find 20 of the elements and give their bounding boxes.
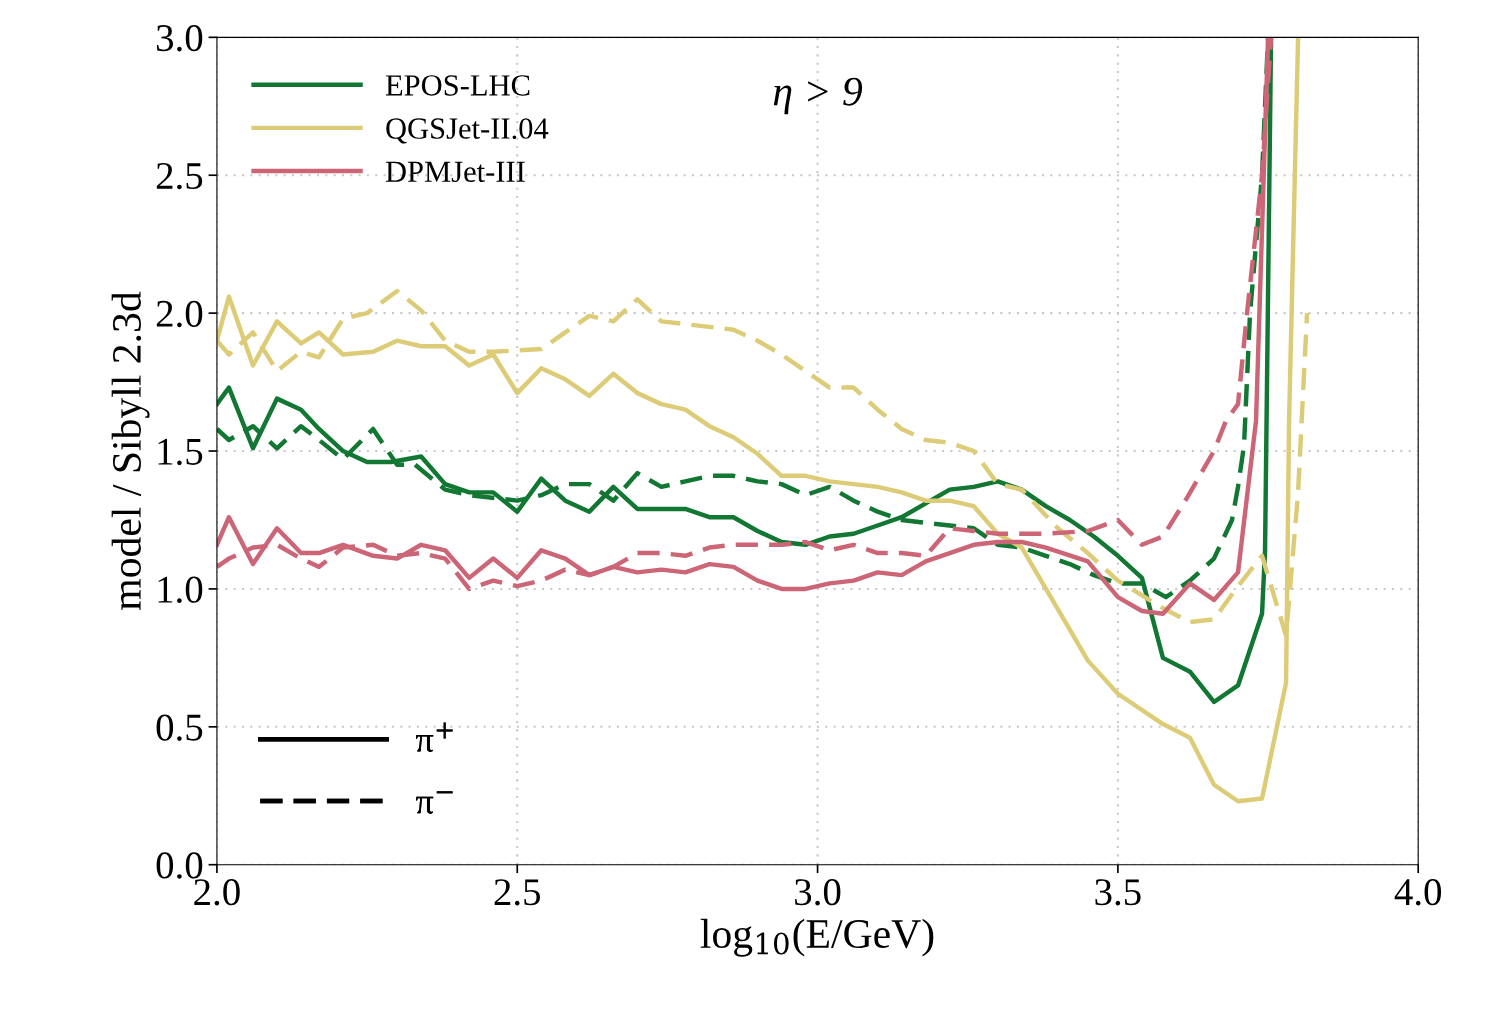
y-tick-label: 0.5 <box>156 714 203 741</box>
x-tick-label: 2.5 <box>494 879 541 906</box>
annotation: η > 9 <box>773 77 863 115</box>
y-tick-label: 0.0 <box>156 852 203 879</box>
legend-label: EPOS-LHC <box>385 75 530 96</box>
y-tick-label: 1.0 <box>158 576 203 603</box>
x-axis-title: log$_{10}$(E/GeV) <box>700 918 934 957</box>
x-tick-label: 2.0 <box>194 879 240 906</box>
x-tick-label: 4.0 <box>1394 879 1442 906</box>
legend-label: DPMJet-III <box>385 161 525 183</box>
annotation: π$^{−}$ <box>416 791 453 814</box>
y-axis-title: model / Sibyll 2.3d <box>111 291 150 610</box>
legend-label: QGSJet-II.04 <box>386 118 549 144</box>
x-tick-label: 3.5 <box>1095 879 1141 906</box>
y-tick-label: 2.5 <box>156 162 203 190</box>
y-tick-label: 3.0 <box>156 24 203 52</box>
y-tick-label: 2.0 <box>156 300 203 328</box>
y-tick-label: 1.5 <box>158 438 203 466</box>
annotation: π$^{+}$ <box>416 722 453 752</box>
x-tick-label: 3.0 <box>795 879 841 906</box>
